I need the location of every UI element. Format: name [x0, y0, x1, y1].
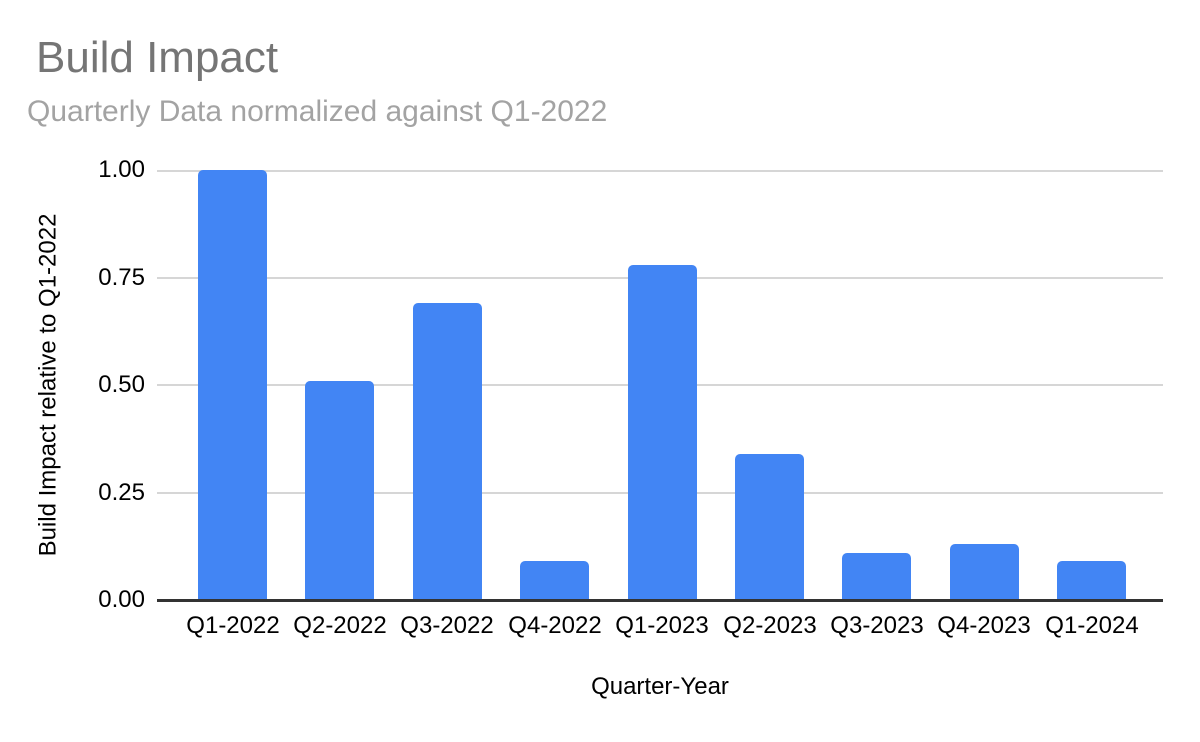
- x-axis-title: Quarter-Year: [591, 673, 729, 700]
- x-tick-label: Q2-2023: [723, 612, 817, 639]
- bar-q4-2022: [520, 561, 589, 600]
- plot-area: [157, 170, 1163, 600]
- x-axis-line: [157, 599, 1163, 602]
- bar-q3-2022: [413, 303, 482, 600]
- y-tick-label: 1.00: [98, 156, 145, 183]
- bar-q1-2022: [198, 170, 267, 600]
- x-tick-label: Q4-2022: [508, 612, 602, 639]
- bar-q1-2023: [628, 265, 697, 600]
- chart-subtitle: Quarterly Data normalized against Q1-202…: [27, 95, 608, 128]
- x-tick-label: Q1-2022: [186, 612, 280, 639]
- y-tick-label: 0.25: [98, 479, 145, 506]
- x-tick-label: Q3-2022: [400, 612, 494, 639]
- x-tick-label: Q4-2023: [937, 612, 1031, 639]
- bar-q3-2023: [842, 553, 911, 600]
- y-tick-label: 0.50: [98, 371, 145, 398]
- chart-title: Build Impact: [36, 33, 279, 82]
- x-tick-label: Q2-2022: [293, 612, 387, 639]
- x-tick-label: Q1-2024: [1045, 612, 1139, 639]
- gridline: [157, 170, 1163, 172]
- bar-q2-2023: [735, 454, 804, 600]
- x-tick-label: Q3-2023: [830, 612, 924, 639]
- bar-q2-2022: [305, 381, 374, 600]
- bar-q4-2023: [950, 544, 1019, 600]
- bar-q1-2024: [1057, 561, 1126, 600]
- y-tick-label: 0.75: [98, 264, 145, 291]
- y-tick-label: 0.00: [98, 586, 145, 613]
- x-tick-label: Q1-2023: [615, 612, 709, 639]
